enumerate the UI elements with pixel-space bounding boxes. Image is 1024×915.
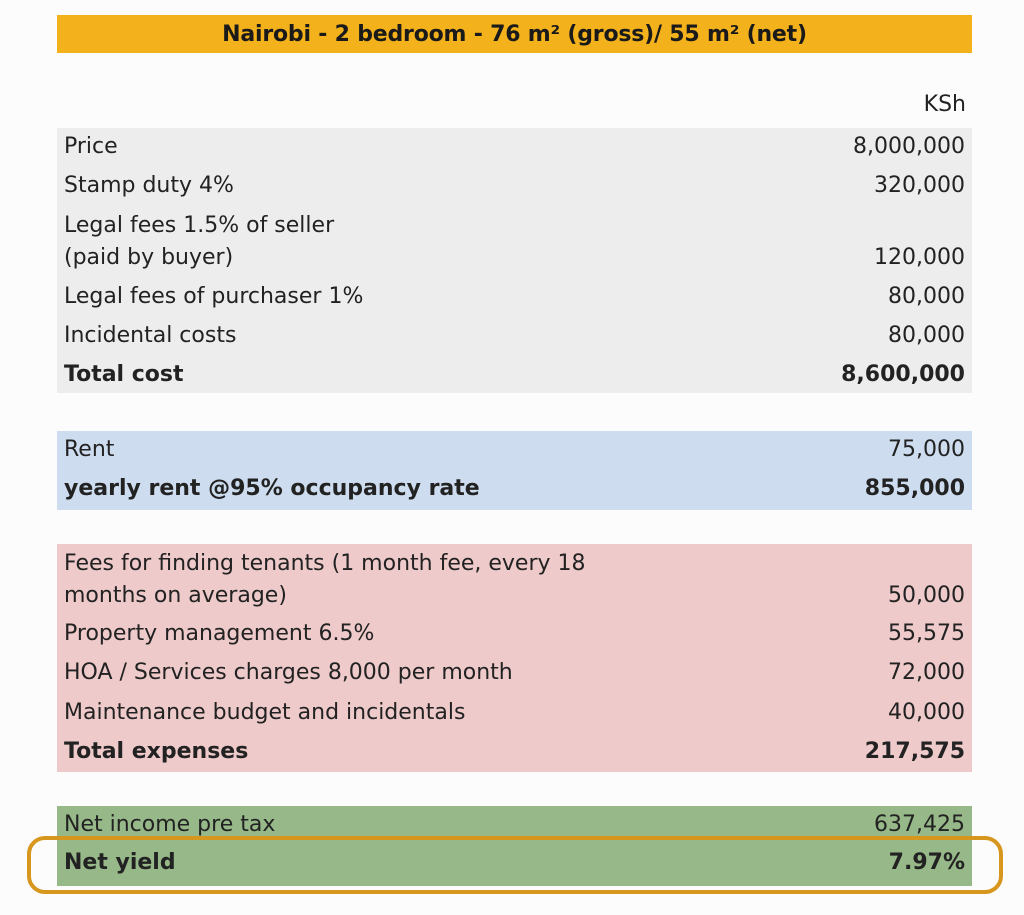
- row-value: 80,000: [888, 323, 965, 348]
- cost-section: Price 8,000,000 Stamp duty 4% 320,000 Le…: [57, 128, 972, 393]
- row-label: Price: [64, 134, 118, 159]
- row-value: 8,600,000: [841, 362, 965, 387]
- row-label: Incidental costs: [64, 323, 237, 348]
- table-title: Nairobi - 2 bedroom - 76 m² (gross)/ 55 …: [57, 15, 972, 53]
- cost-row-legal-fees-seller: Legal fees 1.5% of seller (paid by buyer…: [64, 210, 965, 274]
- row-value: 217,575: [864, 739, 965, 764]
- row-value: 80,000: [888, 284, 965, 309]
- row-label: Rent: [64, 437, 115, 462]
- cost-row-price: Price 8,000,000: [64, 131, 965, 163]
- row-value: 55,575: [888, 621, 965, 646]
- row-value: 7.97%: [888, 850, 965, 875]
- expense-row-tenant-fees: Fees for finding tenants (1 month fee, e…: [64, 548, 965, 612]
- row-value: 320,000: [874, 173, 965, 198]
- row-value: 72,000: [888, 660, 965, 685]
- expense-row-total: Total expenses 217,575: [64, 736, 965, 768]
- cost-row-stamp-duty: Stamp duty 4% 320,000: [64, 170, 965, 202]
- row-label: Fees for finding tenants (1 month fee, e…: [64, 551, 586, 608]
- row-label: Net income pre tax: [64, 812, 276, 837]
- row-value: 75,000: [888, 437, 965, 462]
- cost-row-legal-fees-purchaser: Legal fees of purchaser 1% 80,000: [64, 281, 965, 313]
- row-label: Total expenses: [64, 739, 249, 764]
- row-value: 120,000: [874, 245, 965, 270]
- rent-row-monthly: Rent 75,000: [64, 434, 965, 466]
- row-label: Legal fees 1.5% of seller (paid by buyer…: [64, 213, 335, 270]
- expense-row-property-management: Property management 6.5% 55,575: [64, 618, 965, 650]
- row-value: 855,000: [864, 476, 965, 501]
- net-section: Net income pre tax 637,425 Net yield 7.9…: [57, 806, 972, 886]
- rent-row-yearly: yearly rent @95% occupancy rate 855,000: [64, 473, 965, 505]
- row-label: Stamp duty 4%: [64, 173, 234, 198]
- row-label: HOA / Services charges 8,000 per month: [64, 660, 513, 685]
- row-value: 50,000: [888, 583, 965, 608]
- cost-row-total: Total cost 8,600,000: [64, 359, 965, 391]
- cost-row-incidental: Incidental costs 80,000: [64, 320, 965, 352]
- row-label: Total cost: [64, 362, 184, 387]
- row-label: Net yield: [64, 850, 176, 875]
- row-value: 40,000: [888, 700, 965, 725]
- title-text: Nairobi - 2 bedroom - 76 m² (gross)/ 55 …: [222, 21, 807, 47]
- row-value: 8,000,000: [853, 134, 965, 159]
- expense-row-maintenance: Maintenance budget and incidentals 40,00…: [64, 697, 965, 729]
- net-row-yield: Net yield 7.97%: [64, 847, 965, 879]
- expense-section: Fees for finding tenants (1 month fee, e…: [57, 544, 972, 772]
- row-label: Property management 6.5%: [64, 621, 375, 646]
- row-label: yearly rent @95% occupancy rate: [64, 476, 480, 501]
- net-yield-highlight: [27, 836, 1003, 894]
- currency-header: KSh: [923, 92, 966, 117]
- rent-section: Rent 75,000 yearly rent @95% occupancy r…: [57, 431, 972, 510]
- row-label: Maintenance budget and incidentals: [64, 700, 466, 725]
- expense-row-hoa: HOA / Services charges 8,000 per month 7…: [64, 657, 965, 689]
- row-value: 637,425: [874, 812, 965, 837]
- net-row-income: Net income pre tax 637,425: [64, 809, 965, 841]
- row-label: Legal fees of purchaser 1%: [64, 284, 364, 309]
